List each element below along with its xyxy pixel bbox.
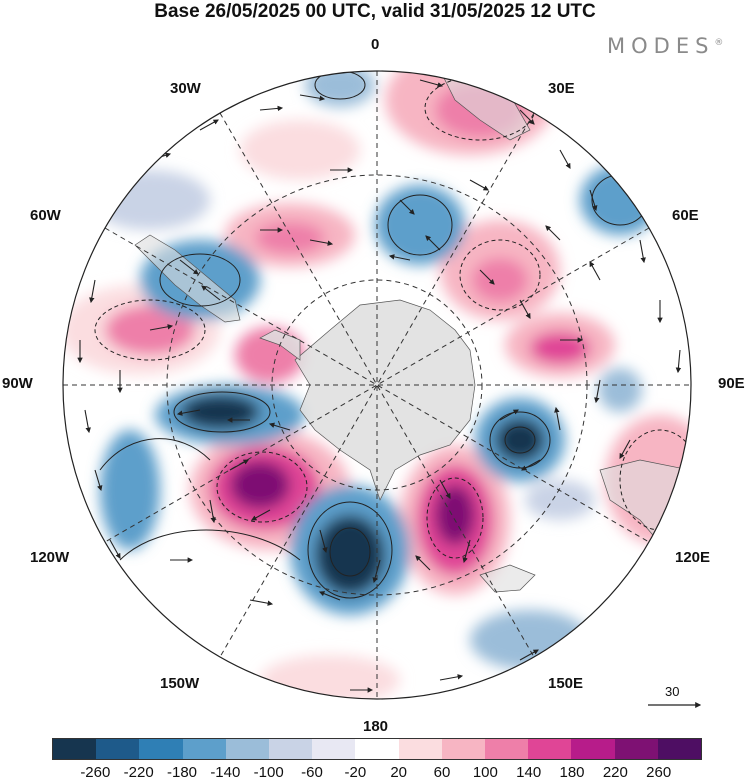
label-90e: 90E (718, 375, 745, 392)
colorbar-tick-label: -140 (210, 764, 241, 781)
negative-anomaly (525, 480, 595, 520)
negative-anomaly (375, 185, 465, 265)
colorbar-segment (225, 739, 270, 759)
colorbar-segment (398, 739, 442, 759)
negative-anomaly (100, 430, 160, 550)
colorbar-segment (441, 739, 486, 759)
colorbar-segment (614, 739, 658, 759)
colorbar-segment (139, 739, 183, 759)
colorbar-segment (53, 739, 97, 759)
label-30e: 30E (548, 80, 575, 97)
label-90w: 90W (2, 375, 33, 392)
contour-lines (99, 71, 649, 599)
colorbar-segment (528, 739, 572, 759)
colorbar-tick-label: -180 (166, 764, 198, 781)
negative-anomaly (598, 368, 642, 412)
colorbar-tick-label: 60 (433, 764, 451, 781)
colorbar-segment (269, 739, 313, 759)
modes-logo: MODES® (607, 34, 724, 58)
south-america-land (134, 234, 241, 323)
positive-anomaly (230, 461, 290, 509)
positive-anomaly (435, 485, 475, 545)
label-120e: 120E (675, 549, 711, 566)
negative-anomaly (470, 610, 590, 670)
positive-anomaly (260, 655, 400, 699)
colorbar-tick-label: -100 (253, 764, 284, 781)
negative-anomaly (180, 394, 260, 430)
colorbar-tick-label: 260 (646, 764, 672, 781)
label-60e: 60E (672, 207, 699, 224)
label-120w: 120W (30, 549, 70, 566)
colorbar-tick-label: 180 (559, 764, 585, 781)
label-60w: 60W (30, 207, 61, 224)
colorbar-segment (182, 739, 226, 759)
colorbar-segment (571, 739, 615, 759)
colorbar-tick-label: 20 (390, 764, 407, 781)
positive-anomaly (472, 258, 528, 302)
negative-anomaly (495, 418, 545, 462)
label-0: 0 (371, 36, 380, 53)
colorbar (52, 738, 702, 760)
label-180: 180 (363, 718, 389, 735)
new-zealand-land (479, 564, 536, 593)
reference-vector-label: 30 (665, 684, 680, 699)
negative-anomaly (90, 170, 210, 230)
label-150e: 150E (548, 675, 584, 692)
colorbar-segment (96, 739, 140, 759)
graticule (63, 71, 691, 699)
colorbar-tick-label: 100 (472, 764, 498, 781)
colorbar-segment (312, 739, 356, 759)
colorbar-segment (657, 739, 702, 759)
map-title: Base 26/05/2025 00 UTC, valid 31/05/2025… (154, 1, 596, 22)
colorbar-tick-label: -220 (123, 764, 154, 781)
colorbar-tick-label: 140 (516, 764, 542, 781)
positive-anomaly (255, 222, 325, 254)
colorbar-tick-label: -260 (80, 764, 111, 781)
negative-anomaly (315, 515, 385, 595)
colorbar-segment (355, 739, 399, 759)
map-boundary (62, 70, 692, 700)
colorbar-tick-label: 220 (602, 764, 628, 781)
positive-anomaly (240, 120, 360, 180)
label-30w: 30W (170, 80, 201, 97)
colorbar-segment (485, 739, 529, 759)
colorbar-tick-label: -60 (301, 764, 323, 781)
colorbar-tick-label: -20 (344, 764, 367, 781)
label-150w: 150W (160, 675, 200, 692)
